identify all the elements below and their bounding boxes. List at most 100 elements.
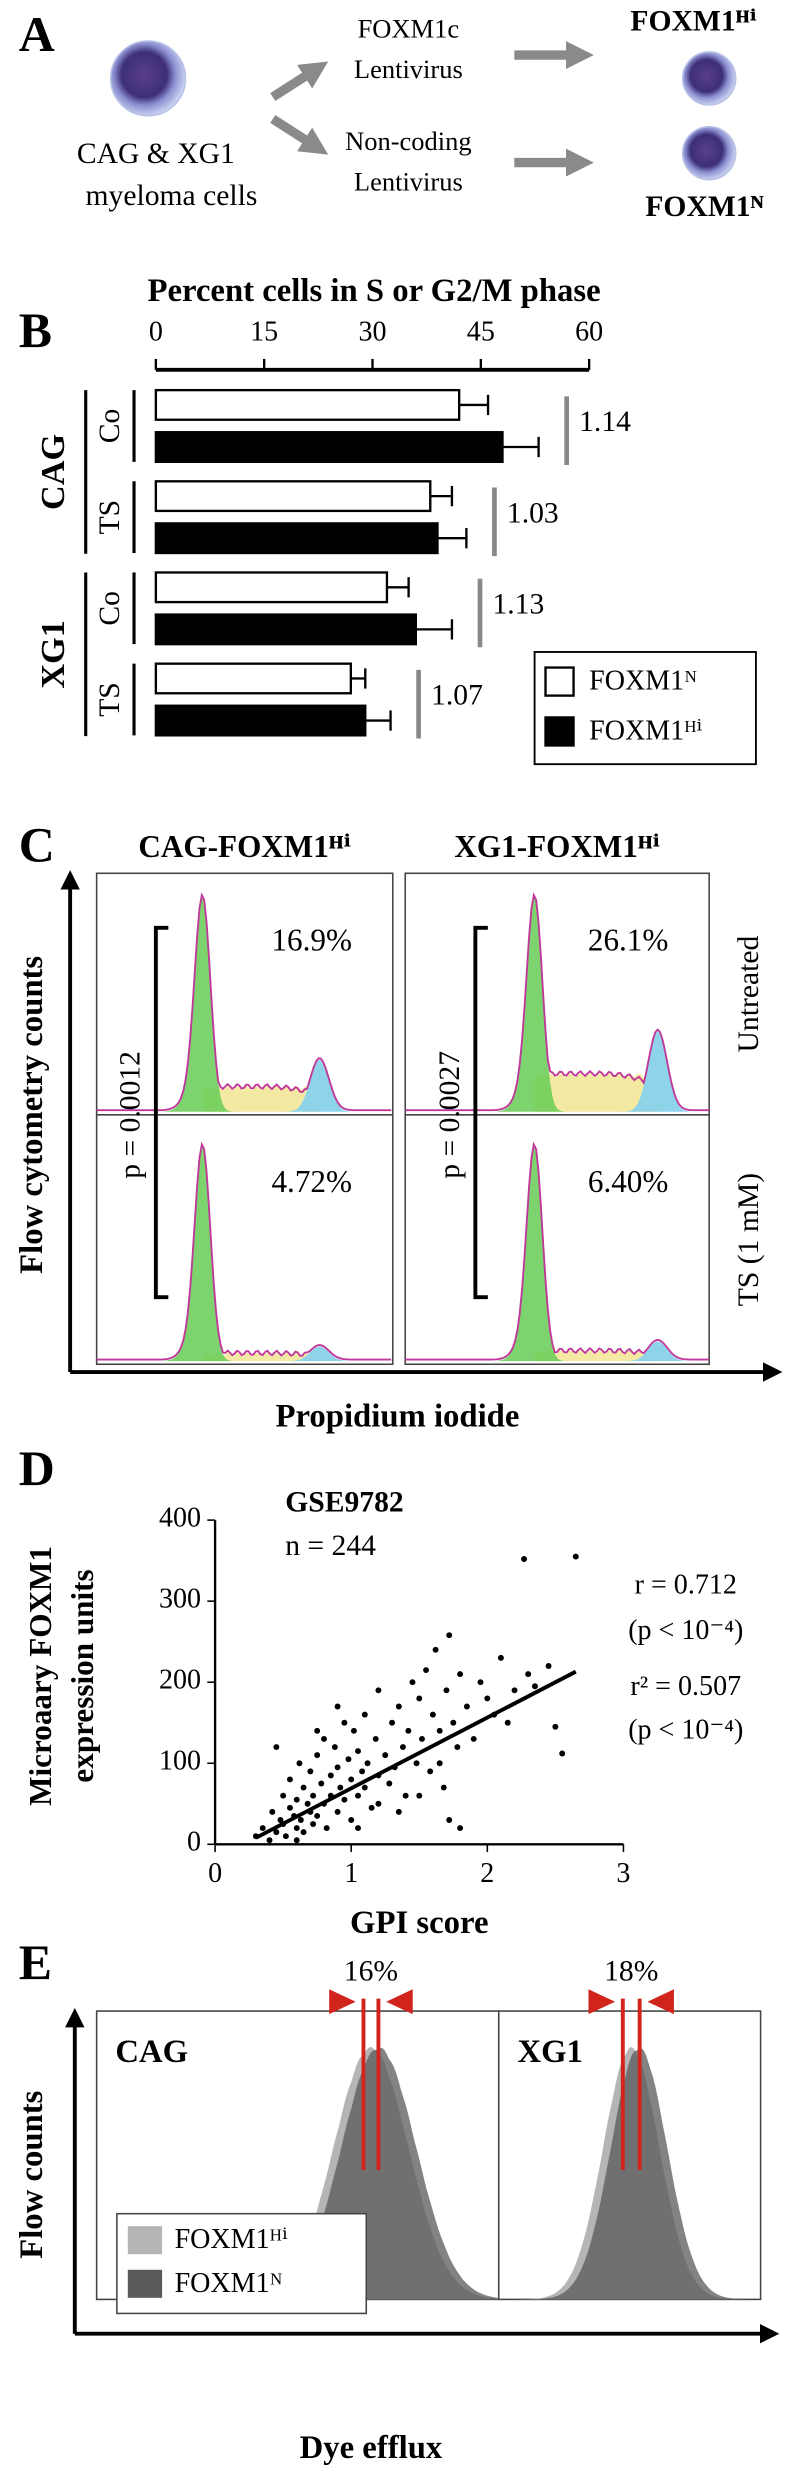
ratio-label: 1.13 [492,589,544,621]
y-axis-label: Flow counts [14,2091,50,2259]
category-label: TS [94,500,126,535]
row-label: TS (1 mM) [733,1173,765,1306]
gate-arrow [647,1989,674,2015]
point [348,1817,355,1823]
point [372,1735,379,1742]
error-bar [415,619,454,640]
point [314,1752,321,1759]
annotation: r = 0.712 [635,1570,737,1601]
point [395,1808,402,1815]
ratio-label: 1.07 [431,680,483,712]
panel-label: E [19,1935,52,1990]
point [559,1750,566,1757]
percent-label: 26.1% [588,923,668,958]
histogram-outline [96,892,392,1112]
point [318,1780,325,1787]
bar [154,613,418,646]
x-tick-label: 3 [616,1858,630,1889]
group-label: XG1 [34,620,72,689]
point [296,1760,303,1767]
point [545,1663,552,1669]
histogram-frame [95,872,394,1116]
point [361,1711,368,1718]
point [416,1695,423,1702]
point [521,1556,528,1562]
error-bar [350,668,367,689]
annotation: r² = 0.507 [630,1671,741,1702]
error-bar [365,710,392,731]
chart-subtitle: n = 244 [285,1530,376,1562]
point [361,1784,368,1791]
point [297,1817,304,1823]
legend-swatch [127,2269,163,2298]
bar [154,571,389,604]
gate-arrow [329,1989,356,2015]
ratio-label: 1.03 [507,497,559,529]
percent-label: 4.72% [271,1164,351,1199]
point [419,1735,425,1742]
s-phase-area [202,1352,320,1362]
point [525,1671,532,1678]
point [484,1695,491,1702]
x-tick-label: 0 [149,316,163,347]
bar [154,522,439,555]
histogram [96,2047,499,2300]
legend-label: FOXM1ᴺ [175,2268,283,2299]
point [405,1727,412,1734]
error-bar [386,577,410,598]
point [280,1792,287,1799]
legend-label: FOXM1ᴺ [589,666,697,697]
chart-title: GSE9782 [285,1486,403,1518]
panel-label: A [19,7,55,62]
percent-label: 16.9% [271,923,351,958]
point [293,1825,300,1832]
point [429,1711,436,1718]
x-tick-label: 60 [575,316,603,347]
x-tick-label: 15 [250,316,278,347]
point [327,1772,334,1779]
point [416,1792,423,1799]
column-title: CAG-FOXM1ᴴⁱ [138,829,351,864]
point [300,1829,307,1836]
point [348,1776,355,1783]
point [355,1825,361,1832]
histogram-frame [404,1114,710,1366]
label: FOXM1c [358,14,460,44]
y-tick-label: 300 [159,1584,201,1615]
error-bar [502,436,540,458]
label: CAG & XG1 [77,138,235,170]
point [470,1735,477,1742]
arrow [270,61,329,102]
category-label: Co [94,409,126,444]
sample-label: CAG [115,2034,188,2070]
panel-label: C [19,817,55,872]
error-bar [459,394,490,416]
point [368,1804,375,1811]
point [259,1825,266,1832]
x-tick-label: 0 [208,1858,222,1889]
p-value: p = 0.0012 [114,1051,146,1179]
category-label: TS [94,682,126,717]
point [310,1821,317,1827]
point [440,1784,447,1791]
gate-arrow [588,1989,616,2015]
point [375,1687,382,1694]
x-axis-label: GPI score [350,1905,488,1941]
point [457,1825,464,1832]
legend-swatch [544,716,575,747]
point [432,1646,439,1653]
point [341,1796,348,1803]
point [436,1727,443,1734]
point [457,1671,464,1678]
point [409,1679,416,1686]
label: Lentivirus [354,54,463,84]
point [314,1727,321,1734]
point [323,1825,330,1832]
point [395,1703,402,1710]
panel-label: D [19,1441,55,1496]
point [321,1735,327,1742]
bar [154,431,504,463]
point [511,1687,518,1694]
point [282,1833,289,1840]
